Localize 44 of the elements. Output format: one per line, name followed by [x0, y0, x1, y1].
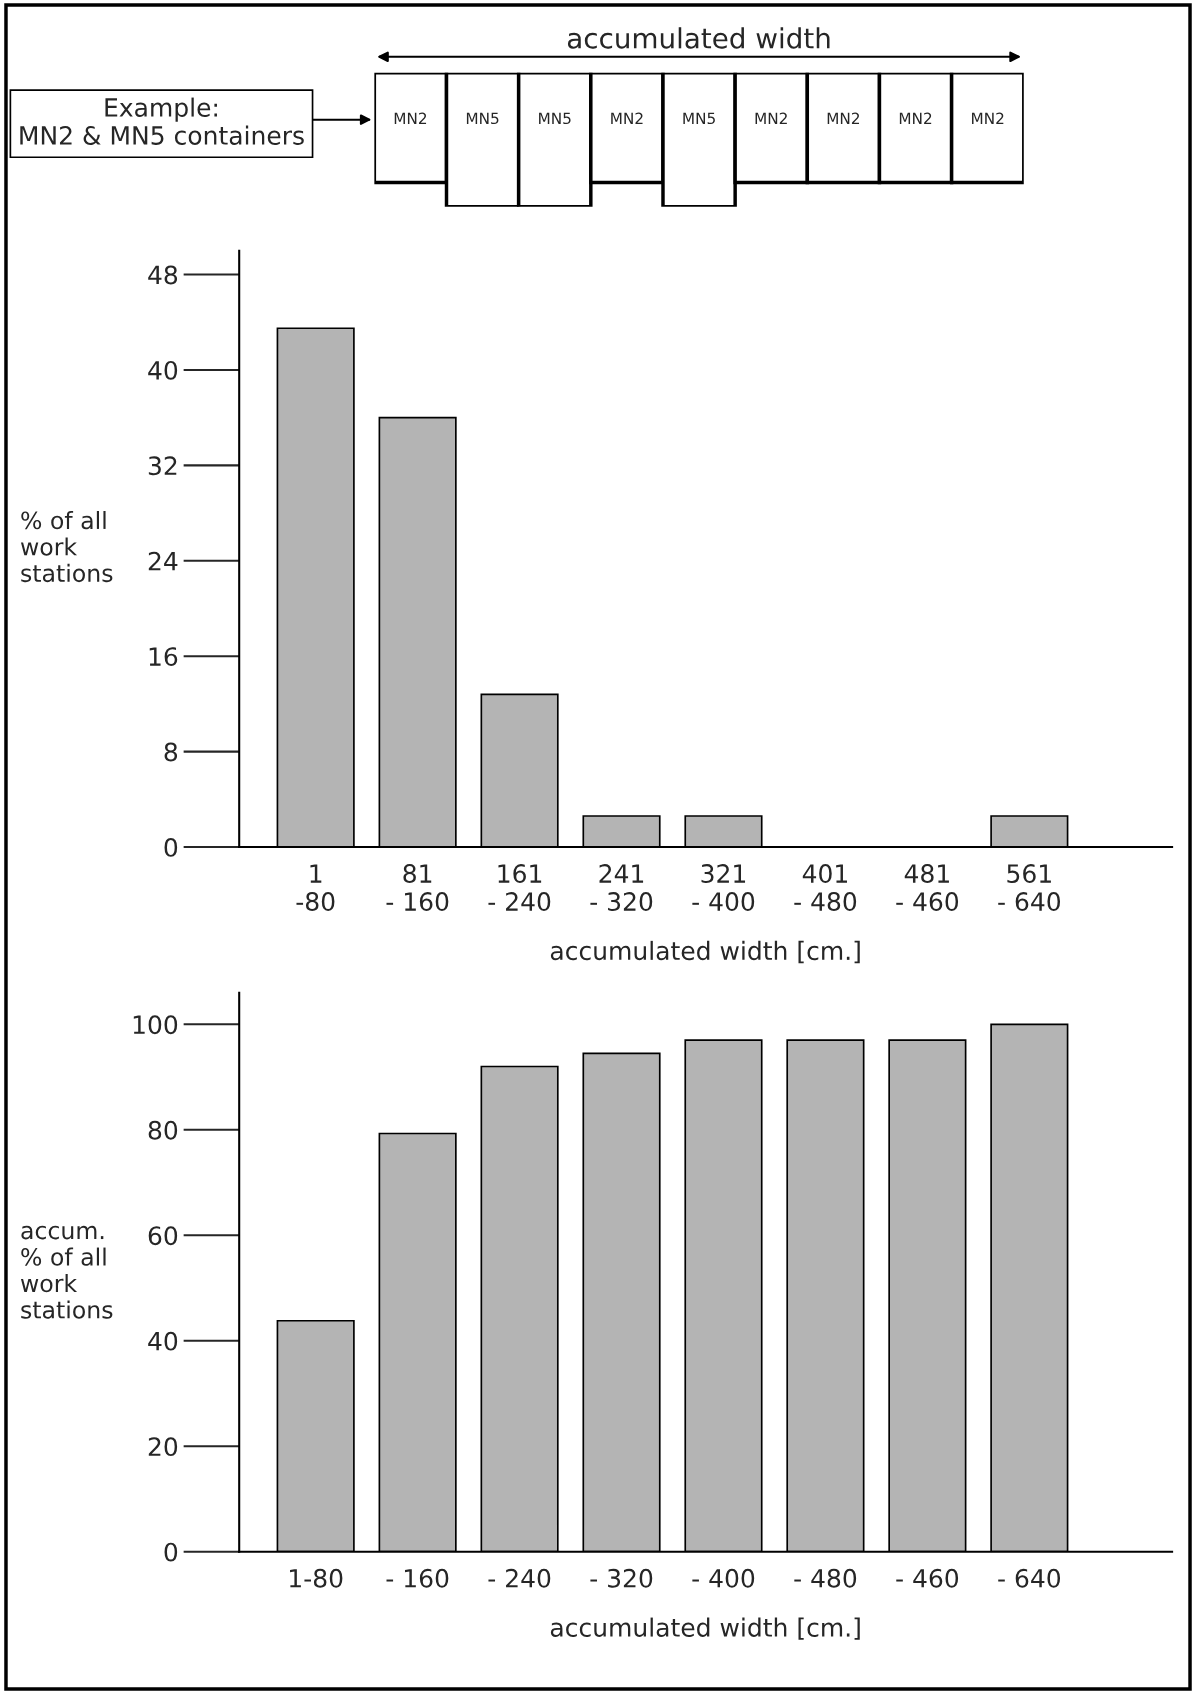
category-label: MN2 — [755, 112, 787, 124]
category-label: MN2 — [827, 112, 860, 124]
category-label: MN5 — [466, 112, 499, 125]
y-tick-label: 80 — [148, 1120, 178, 1140]
y-tick-label: 60 — [148, 1226, 178, 1246]
y-tick-label: 16 — [149, 647, 178, 667]
category-label: MN2 — [394, 112, 427, 124]
x-tick-label: 1-80 — [290, 1568, 343, 1588]
x-tick-label: - 240 — [488, 1568, 551, 1588]
x-tick-label: 321 - 400 — [692, 864, 755, 912]
category-label: MN2 — [611, 112, 643, 124]
x-tick-label: 161 - 240 — [488, 864, 551, 912]
x-tick-label: 1 -80 — [296, 864, 335, 912]
x-tick-label: 401 - 480 — [794, 864, 857, 912]
y-tick-label: 0 — [164, 837, 178, 857]
category-label: MN2 — [972, 112, 1004, 124]
x-tick-label: 561 - 640 — [998, 864, 1061, 912]
text: Example: MN2 & MN5 containers — [20, 97, 304, 145]
y-axis-title: % of all work stations — [20, 510, 113, 583]
category-label: MN5 — [539, 112, 571, 125]
x-tick-label: - 460 — [896, 1568, 959, 1588]
x-axis-title: accumulated width [cm.] — [550, 940, 860, 964]
x-tick-label: - 320 — [590, 1568, 653, 1588]
category-label: MN5 — [683, 112, 715, 125]
y-tick-label: 40 — [148, 1331, 178, 1351]
x-tick-label: - 480 — [794, 1568, 857, 1588]
y-tick-label: 48 — [148, 265, 178, 285]
y-tick-label: 40 — [148, 360, 178, 380]
x-tick-label: - 400 — [692, 1568, 755, 1588]
category-label: MN2 — [899, 112, 932, 124]
y-tick-label: 100 — [133, 1015, 178, 1035]
y-tick-label: 0 — [164, 1542, 178, 1562]
y-tick-label: 20 — [148, 1437, 178, 1457]
x-tick-label: 81 - 160 — [386, 864, 449, 912]
x-tick-label: - 160 — [386, 1568, 449, 1588]
text: accumulated width — [567, 27, 830, 49]
y-axis-title: accum. % of all work stations — [20, 1225, 113, 1319]
y-tick-label: 32 — [148, 456, 177, 476]
x-tick-label: - 640 — [998, 1568, 1061, 1588]
x-axis-title: accumulated width [cm.] — [550, 1617, 860, 1640]
y-tick-label: 24 — [148, 551, 178, 571]
y-tick-label: 8 — [164, 742, 178, 762]
x-tick-label: 241 - 320 — [590, 864, 653, 912]
x-tick-label: 481 - 460 — [896, 864, 959, 912]
